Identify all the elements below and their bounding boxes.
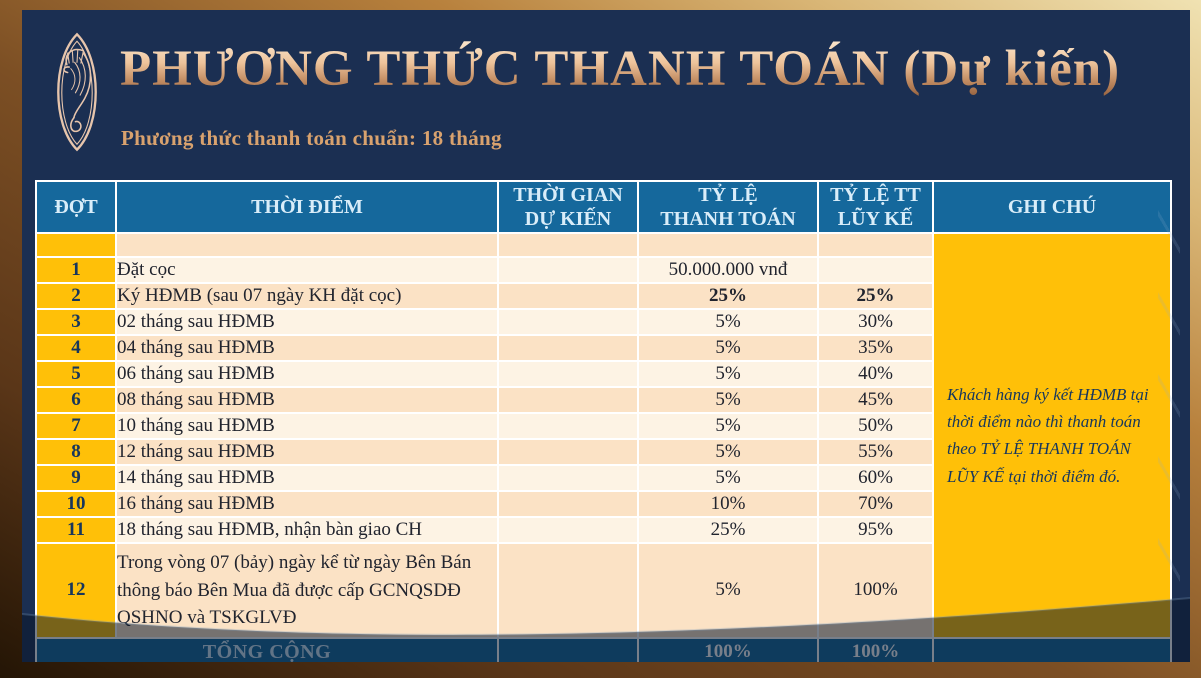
total-rate-cell: 100% [637,636,819,662]
duration-cell [497,334,639,362]
dot-cell: 6 [35,386,117,414]
duration-cell [497,438,639,466]
rate-cell: 5% [637,334,819,362]
duration-cell [497,516,639,544]
cumulative-cell: 50% [817,412,934,440]
rate-cell: 5% [637,464,819,492]
rate-cell: 5% [637,386,819,414]
cumulative-cell: 100% [817,542,934,639]
cumulative-cell: 30% [817,308,934,336]
cumulative-cell: 70% [817,490,934,518]
dot-cell: 3 [35,308,117,336]
dot-cell: 8 [35,438,117,466]
rate-cell: 5% [637,360,819,388]
time-cell: 08 tháng sau HĐMB [115,386,499,414]
duration-cell [497,232,639,258]
time-cell: Đặt cọc [115,256,499,284]
page-title: PHƯƠNG THỨC THANH TOÁN (Dự kiến) [120,40,1170,99]
dot-cell: 11 [35,516,117,544]
time-cell: 16 tháng sau HĐMB [115,490,499,518]
cumulative-cell: 45% [817,386,934,414]
seahorse-logo-icon [57,32,97,152]
rate-cell: 25% [637,282,819,310]
cumulative-cell: 35% [817,334,934,362]
rate-cell: 50.000.000 vnđ [637,256,819,284]
col-header-dot: ĐỢT [35,180,117,234]
cumulative-cell [817,256,934,284]
rate-cell [637,232,819,258]
duration-cell [497,464,639,492]
dot-cell: 10 [35,490,117,518]
time-cell: 06 tháng sau HĐMB [115,360,499,388]
cumulative-cell: 60% [817,464,934,492]
table-row: Khách hàng ký kết HĐMB tại thời điểm nào… [35,232,1172,639]
payment-schedule-table: ĐỢT THỜI ĐIỂM THỜI GIAN DỰ KIẾN TỶ LỆ THAN… [35,180,1172,662]
total-row: TỔNG CỘNG 100% 100% [35,636,1172,662]
col-header-duration: THỜI GIAN DỰ KIẾN [497,180,639,234]
time-cell [115,232,499,258]
notes-text: Khách hàng ký kết HĐMB tại thời điểm nào… [947,384,1149,486]
time-cell: 14 tháng sau HĐMB [115,464,499,492]
time-cell: Trong vòng 07 (bảy) ngày kể từ ngày Bên … [115,542,499,639]
dot-cell: 4 [35,334,117,362]
duration-cell [497,490,639,518]
table-row: 8 12 tháng sau HĐMB 5% 55% [35,438,1171,466]
time-cell: 02 tháng sau HĐMB [115,308,499,336]
table-header-row: ĐỢT THỜI ĐIỂM THỜI GIAN DỰ KIẾN TỶ LỆ THAN… [35,180,1172,234]
time-cell: 12 tháng sau HĐMB [115,438,499,466]
total-cumulative-cell: 100% [817,636,934,662]
table-row: 9 14 tháng sau HĐMB 5% 60% [35,464,1171,492]
time-cell: Ký HĐMB (sau 07 ngày KH đặt cọc) [115,282,499,310]
col-header-notes: GHI CHÚ [932,180,1172,234]
time-cell: 04 tháng sau HĐMB [115,334,499,362]
dot-cell: 2 [35,282,117,310]
table-row: 2 Ký HĐMB (sau 07 ngày KH đặt cọc) 25% 2… [35,282,1171,310]
dot-cell: 7 [35,412,117,440]
rate-cell: 10% [637,490,819,518]
dot-cell [35,232,117,258]
table-row: 6 08 tháng sau HĐMB 5% 45% [35,386,1171,414]
table-row: 11 18 tháng sau HĐMB, nhận bàn giao CH 2… [35,516,1171,544]
rate-cell: 5% [637,412,819,440]
total-notes-cell [932,636,1172,662]
dot-cell: 12 [35,542,117,639]
duration-cell [497,360,639,388]
table-row: 4 04 tháng sau HĐMB 5% 35% [35,334,1171,362]
duration-cell [497,412,639,440]
duration-cell [497,542,639,639]
rate-cell: 5% [637,542,819,639]
col-header-cumulative: TỶ LỆ TT LŨY KẾ [817,180,934,234]
time-cell: 18 tháng sau HĐMB, nhận bàn giao CH [115,516,499,544]
col-header-rate: TỶ LỆ THANH TOÁN [637,180,819,234]
rate-cell: 25% [637,516,819,544]
cumulative-cell: 25% [817,282,934,310]
notes-cell: Khách hàng ký kết HĐMB tại thời điểm nào… [932,232,1172,639]
duration-cell [497,308,639,336]
rate-cell: 5% [637,308,819,336]
slide-body: PHƯƠNG THỨC THANH TOÁN (Dự kiến) Phương … [22,10,1190,662]
col-header-time: THỜI ĐIỂM [115,180,499,234]
table-row: 1 Đặt cọc 50.000.000 vnđ [35,256,1171,284]
cumulative-cell: 95% [817,516,934,544]
duration-cell [497,386,639,414]
page-subtitle: Phương thức thanh toán chuẩn: 18 tháng [121,126,502,150]
total-duration-cell [497,636,639,662]
cumulative-cell: 55% [817,438,934,466]
cumulative-cell [817,232,934,258]
table-row: 7 10 tháng sau HĐMB 5% 50% [35,412,1171,440]
table-row: 10 16 tháng sau HĐMB 10% 70% [35,490,1171,518]
dot-cell: 9 [35,464,117,492]
dot-cell: 5 [35,360,117,388]
time-cell: 10 tháng sau HĐMB [115,412,499,440]
rate-cell: 5% [637,438,819,466]
cumulative-cell: 40% [817,360,934,388]
table-row: 5 06 tháng sau HĐMB 5% 40% [35,360,1171,388]
total-label: TỔNG CỘNG [35,636,499,662]
dot-cell: 1 [35,256,117,284]
duration-cell [497,256,639,284]
duration-cell [497,282,639,310]
table-row: 3 02 tháng sau HĐMB 5% 30% [35,308,1171,336]
